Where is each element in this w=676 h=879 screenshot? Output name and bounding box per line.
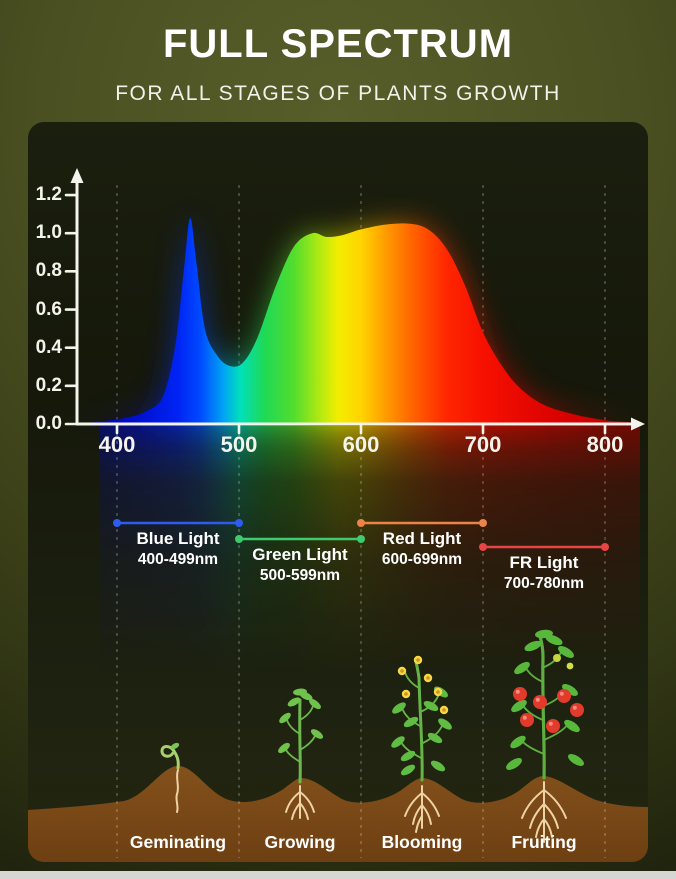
plant-growing	[278, 688, 324, 784]
legend-band-name: Red Light	[382, 529, 462, 548]
sprout-leaf	[170, 742, 180, 750]
bottom-strip	[0, 871, 676, 879]
stage-label-growing: Growing	[264, 832, 336, 852]
x-tick-label: 600	[342, 432, 380, 457]
x-axis-arrow	[631, 417, 645, 431]
legend-band-green: Green Light 500-599nm	[235, 544, 365, 586]
stage-label-fruiting: Fruiting	[511, 832, 577, 852]
legend-line-red	[357, 519, 487, 527]
plant-roots	[175, 769, 567, 843]
axes	[64, 168, 645, 435]
spectrum-panel: 1.2 1.0 0.8 0.6 0.4 0.2 0.0 400 500 600 …	[28, 122, 648, 862]
blooming-flowers	[397, 655, 449, 715]
y-tick-label: 0.0	[35, 413, 62, 434]
y-tick-label: 0.2	[35, 375, 62, 396]
plant-fruiting	[506, 629, 584, 780]
legend-band-range: 500-599nm	[259, 567, 341, 584]
legend-band-lines	[113, 519, 609, 551]
legend-band-name: Blue Light	[136, 529, 220, 548]
y-tick-label: 1.0	[35, 222, 62, 243]
blooming-leaves	[391, 686, 452, 776]
growing-leaves	[278, 688, 324, 754]
plant-germinating	[160, 742, 180, 770]
fruiting-leaves	[506, 629, 584, 770]
stage-label-germinating: Geminating	[129, 832, 227, 852]
unripe-tomato	[566, 662, 574, 670]
x-tick-label: 700	[464, 432, 502, 457]
legend-line-green	[235, 535, 365, 543]
spectrum-chart	[28, 168, 648, 862]
legend-line-fr	[479, 543, 609, 551]
spectrum-curve	[92, 217, 630, 424]
x-tick-label: 800	[586, 432, 624, 457]
legend-band-range: 700-780nm	[503, 575, 585, 592]
page-subtitle: FOR ALL STAGES OF PLANTS GROWTH	[115, 82, 561, 105]
legend-band-name: FR Light	[509, 553, 579, 572]
y-axis-arrow	[70, 168, 84, 183]
soil	[28, 766, 648, 862]
y-tick-label: 0.6	[35, 299, 62, 320]
stage-label-blooming: Blooming	[381, 832, 463, 852]
axis-tick-marks	[64, 193, 607, 435]
plant-blooming	[391, 655, 452, 782]
x-tick-label: 500	[220, 432, 258, 457]
unripe-tomato	[553, 654, 561, 662]
y-tick-label: 1.2	[35, 184, 62, 205]
legend-band-red: Red Light 600-699nm	[357, 528, 487, 570]
y-tick-label: 0.4	[35, 337, 62, 358]
legend-band-blue: Blue Light 400-499nm	[113, 528, 243, 570]
legend-band-range: 400-499nm	[137, 551, 219, 568]
legend-band-name: Green Light	[252, 545, 348, 564]
page-title: FULL SPECTRUM	[162, 22, 514, 66]
legend-line-blue	[113, 519, 243, 527]
legend-band-fr: FR Light 700-780nm	[479, 552, 609, 594]
x-tick-label: 400	[98, 432, 136, 457]
fruiting-tomatoes	[513, 654, 584, 733]
y-tick-label: 0.8	[35, 260, 62, 281]
legend-band-range: 600-699nm	[381, 551, 463, 568]
